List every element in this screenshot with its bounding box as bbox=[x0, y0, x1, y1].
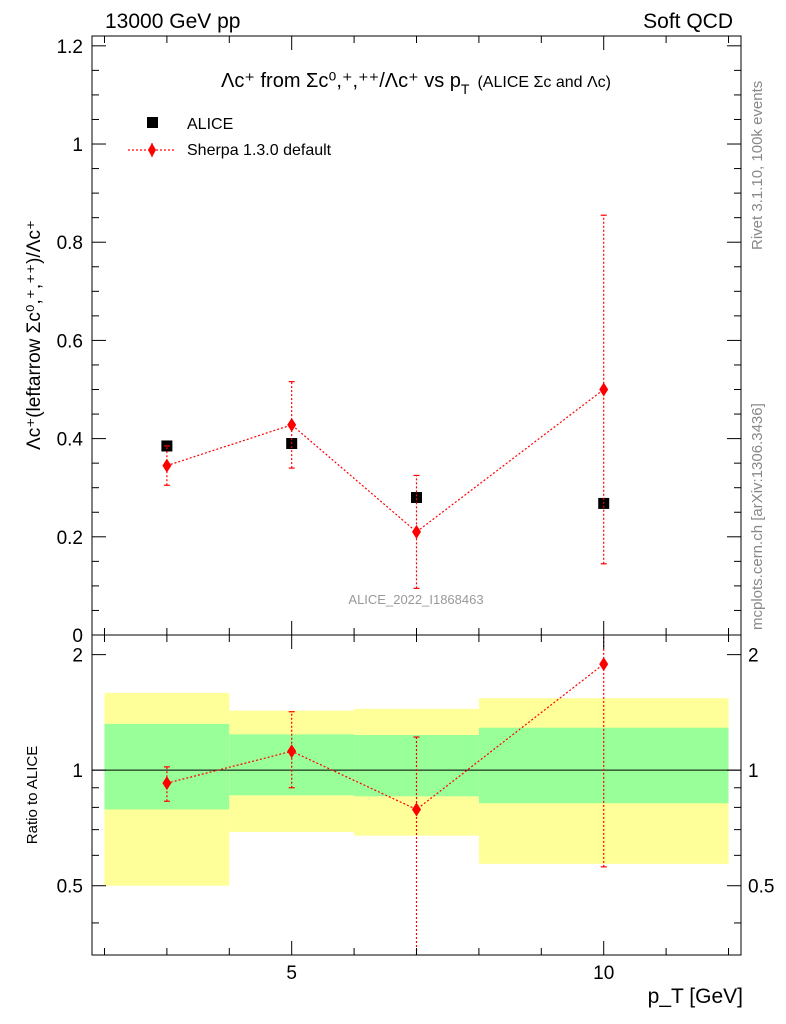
x-tick-label: 5 bbox=[286, 963, 297, 984]
ratio-y-tick-label-right: 0.5 bbox=[748, 877, 774, 898]
sherpa-data-point bbox=[287, 417, 297, 432]
x-tick-label: 10 bbox=[593, 963, 614, 984]
ratio-data-point bbox=[287, 744, 297, 759]
sherpa-data-point bbox=[599, 382, 609, 397]
ratio-data-point bbox=[599, 657, 609, 672]
analysis-watermark: ALICE_2022_I1868463 bbox=[348, 592, 483, 607]
ratio-y-axis-label: Ratio to ALICE bbox=[24, 746, 41, 844]
main-plot: 0 0.2 0.4 0.6 0.8 1 1.2 bbox=[57, 35, 742, 647]
ratio-ticks: 0.5 0.5 1 1 2 2 5 10 bbox=[57, 635, 774, 984]
legend-marker-alice bbox=[147, 117, 158, 128]
source-label: mcplots.cern.ch [arXiv:1306.3436] bbox=[749, 403, 766, 630]
ratio-series-line bbox=[166, 663, 605, 811]
sherpa-series-line bbox=[166, 389, 605, 533]
x-axis-label: p_T [GeV] bbox=[648, 985, 743, 1008]
rivet-version-label: Rivet 3.1.10, 100k events bbox=[749, 81, 766, 250]
main-data bbox=[161, 214, 610, 589]
legend: ALICE Sherpa 1.3.0 default bbox=[128, 116, 332, 159]
y-tick-label: 1 bbox=[72, 135, 83, 156]
header-left: 13000 GeV pp bbox=[105, 10, 240, 33]
sherpa-data-point bbox=[162, 458, 172, 473]
y-tick-label: 0.2 bbox=[57, 528, 83, 549]
ratio-y-tick-label: 1 bbox=[72, 761, 83, 782]
ratio-y-tick-label: 0.5 bbox=[57, 877, 83, 898]
y-axis-label: Λc⁺(leftarrow Σc⁰,⁺,⁺⁺)/Λc⁺ bbox=[24, 220, 45, 450]
chart-title: Λc⁺ from Σc⁰,⁺,⁺⁺/Λc⁺ vs pT (ALICE Σc and… bbox=[221, 70, 611, 97]
ratio-y-tick-label: 2 bbox=[72, 646, 83, 667]
alice-data-point bbox=[411, 492, 422, 504]
y-tick-label: 0 bbox=[72, 626, 83, 647]
y-tick-label: 1.2 bbox=[57, 37, 83, 58]
legend-label-sherpa: Sherpa 1.3.0 default bbox=[187, 142, 332, 159]
ratio-y-tick-label-right: 2 bbox=[748, 646, 759, 667]
ratio-plot: 0.5 0.5 1 1 2 2 5 10 bbox=[57, 634, 774, 984]
sherpa-data-point bbox=[412, 524, 421, 539]
header-right: Soft QCD bbox=[643, 10, 733, 33]
ratio-data-point bbox=[412, 802, 421, 817]
y-tick-label: 0.6 bbox=[57, 331, 83, 352]
main-ticks: 0 0.2 0.4 0.6 0.8 1 1.2 bbox=[57, 36, 741, 647]
x-axis-label-text: p_T [GeV] bbox=[648, 985, 743, 1008]
ratio-data-point bbox=[162, 776, 172, 791]
legend-marker-sherpa bbox=[148, 143, 156, 157]
y-tick-label: 0.8 bbox=[57, 233, 83, 254]
legend-label-alice: ALICE bbox=[187, 116, 233, 133]
ratio-y-tick-label-right: 1 bbox=[748, 761, 759, 782]
ratio-frame bbox=[91, 634, 742, 956]
y-tick-label: 0.4 bbox=[57, 430, 84, 451]
ratio-data bbox=[162, 635, 609, 955]
